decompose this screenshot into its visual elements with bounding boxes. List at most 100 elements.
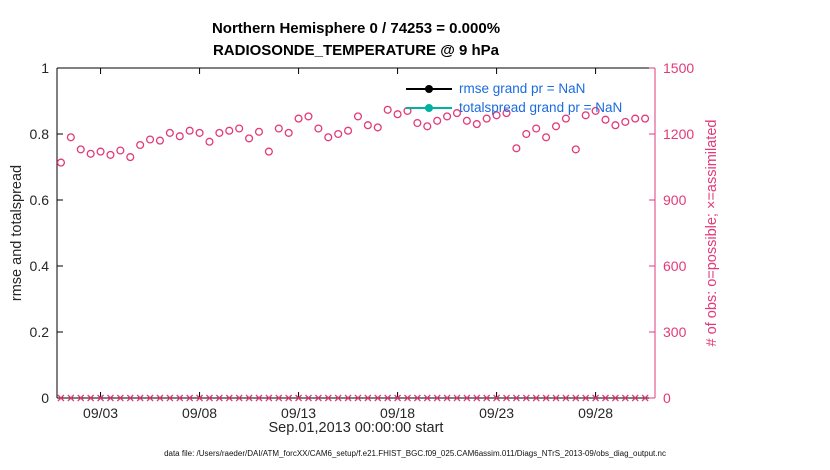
- assimilated-obs-marker: [592, 394, 600, 402]
- assimilated-obs-marker: [324, 394, 332, 402]
- legend-label-totalspread: totalspread grand pr = NaN: [459, 100, 623, 115]
- possible-obs-marker: [86, 149, 95, 158]
- assimilated-obs-marker: [97, 394, 105, 402]
- assimilated-obs-marker: [245, 394, 253, 402]
- possible-obs-marker: [423, 122, 432, 131]
- data-file-caption: data file: /Users/raeder/DAI/ATM_forcXX/…: [164, 449, 666, 458]
- totalspread-line-swatch: [406, 98, 452, 117]
- possible-obs-marker: [245, 134, 254, 143]
- right-y-tick-label: 1200: [663, 126, 694, 142]
- possible-obs-marker: [363, 121, 372, 130]
- assimilated-obs-marker: [532, 394, 540, 402]
- possible-obs-marker: [472, 120, 481, 129]
- x-tick-label: 09/28: [578, 405, 613, 421]
- totalspread-marker-icon: [425, 103, 433, 112]
- possible-obs-marker: [353, 112, 363, 121]
- possible-obs-marker: [433, 116, 442, 125]
- possible-obs-marker: [225, 126, 234, 135]
- assimilated-obs-marker: [631, 394, 639, 402]
- chart-title: Northern Hemisphere 0 / 74253 = 0.000% R…: [57, 18, 655, 62]
- assimilated-obs-marker: [107, 394, 114, 402]
- legend-label-rmse: rmse grand pr = NaN: [459, 81, 586, 96]
- possible-obs-marker: [235, 124, 244, 133]
- possible-obs-marker: [136, 140, 145, 150]
- assimilated-obs-marker: [295, 394, 303, 402]
- possible-obs-marker: [462, 116, 471, 125]
- possible-obs-marker: [294, 114, 303, 123]
- possible-obs-marker: [344, 126, 353, 135]
- possible-obs-marker: [522, 129, 531, 139]
- possible-obs-marker: [146, 135, 155, 144]
- left-y-tick-label: 0.6: [30, 192, 50, 208]
- assimilated-obs-marker: [344, 394, 352, 402]
- assimilated-obs-marker: [225, 394, 233, 402]
- possible-obs-marker: [205, 137, 214, 146]
- possible-obs-marker: [264, 147, 273, 156]
- possible-obs-marker: [561, 114, 570, 123]
- left-y-tick-label: 0.4: [30, 258, 50, 274]
- possible-obs-marker: [284, 128, 293, 137]
- assimilated-obs-marker: [641, 394, 649, 402]
- assimilated-obs-marker: [265, 394, 273, 402]
- possible-obs-marker: [443, 112, 452, 121]
- possible-obs-marker: [324, 133, 333, 142]
- assimilated-obs-marker: [473, 394, 481, 402]
- assimilated-obs-marker: [522, 394, 530, 402]
- x-tick-label: 09/13: [281, 405, 316, 421]
- possible-obs-marker: [452, 109, 462, 118]
- possible-obs-marker: [393, 110, 402, 119]
- right-y-tick-label: 1500: [663, 60, 694, 76]
- assimilated-obs-marker: [77, 394, 85, 402]
- assimilated-obs-marker: [374, 394, 382, 402]
- possible-obs-marker: [185, 126, 194, 135]
- left-y-tick-label: 1: [41, 60, 49, 76]
- possible-obs-marker: [165, 128, 174, 137]
- possible-obs-marker: [66, 133, 75, 142]
- possible-obs-marker: [551, 122, 561, 131]
- assimilated-obs-marker: [453, 394, 461, 402]
- assimilated-obs-marker: [57, 394, 65, 402]
- possible-obs-marker: [532, 124, 541, 133]
- possible-obs-marker: [106, 150, 115, 159]
- assimilated-obs-marker: [483, 394, 491, 402]
- assimilated-obs-marker: [443, 394, 451, 402]
- assimilated-obs-marker: [562, 394, 570, 402]
- assimilated-obs-marker: [394, 394, 402, 402]
- right-axis-label: # of obs: o=possible; ×=assimilated: [704, 119, 720, 347]
- assimilated-obs-marker: [512, 394, 520, 402]
- assimilated-obs-marker: [186, 394, 194, 402]
- possible-obs-marker: [571, 145, 580, 154]
- assimilated-obs-marker: [116, 394, 124, 402]
- assimilated-obs-marker: [255, 394, 263, 402]
- assimilated-obs-marker: [285, 394, 293, 402]
- assimilated-obs-marker: [334, 394, 342, 402]
- possible-obs-marker: [56, 158, 66, 167]
- possible-obs-marker: [413, 118, 422, 128]
- assimilated-obs-marker: [166, 394, 174, 402]
- x-tick-label: 09/23: [479, 405, 514, 421]
- x-tick-label: 09/18: [380, 405, 415, 421]
- left-y-tick-label: 0.8: [30, 126, 50, 142]
- assimilated-obs-marker: [572, 394, 580, 402]
- possible-obs-marker: [631, 114, 640, 123]
- assimilated-obs-marker: [305, 394, 312, 402]
- chart-title-line2: RADIOSONDE_TEMPERATURE @ 9 hPa: [212, 42, 500, 59]
- possible-obs-marker: [512, 144, 521, 153]
- left-y-tick-label: 0: [41, 390, 49, 406]
- left-axis-label: rmse and totalspread: [9, 164, 25, 302]
- right-y-tick-label: 0: [663, 390, 671, 406]
- assimilated-obs-marker: [384, 394, 392, 402]
- possible-obs-marker: [611, 121, 620, 130]
- assimilated-obs-marker: [176, 394, 184, 402]
- assimilated-obs-marker: [602, 394, 609, 402]
- legend: rmse grand pr = NaN totalspread grand pr…: [406, 79, 622, 117]
- assimilated-obs-marker: [126, 394, 134, 402]
- assimilated-obs-marker: [364, 394, 372, 402]
- possible-obs-marker: [155, 136, 165, 145]
- rmse-marker-icon: [425, 84, 433, 93]
- possible-obs-marker: [334, 129, 343, 139]
- assimilated-obs-marker: [146, 394, 154, 402]
- possible-obs-marker: [502, 109, 511, 118]
- assimilated-obs-marker: [433, 394, 441, 402]
